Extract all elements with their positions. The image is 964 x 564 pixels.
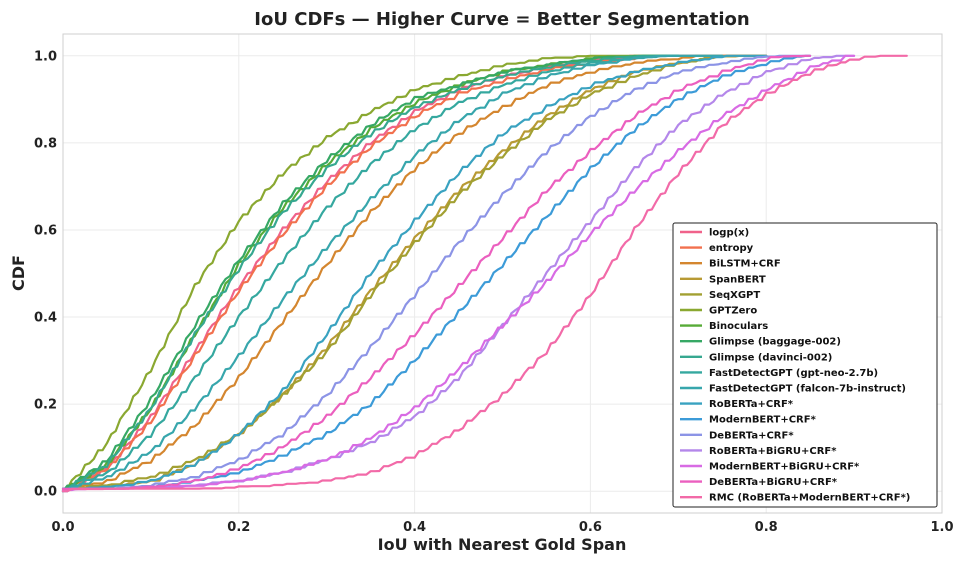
legend-entry-label: SpanBERT (709, 274, 766, 285)
legend-entry-label: FastDetectGPT (gpt-neo-2.7b) (709, 368, 878, 379)
series-line-5 (61, 54, 768, 491)
y-tick-label: 0.8 (34, 136, 57, 151)
legend-entry-label: Glimpse (baggage-002) (709, 337, 841, 348)
x-tick-label: 0.2 (227, 520, 250, 535)
legend-entry-label: entropy (709, 243, 754, 254)
legend-entry-label: Binoculars (709, 321, 768, 332)
x-tick-label: 0.4 (403, 520, 426, 535)
legend-entry-label: DeBERTa+BiGRU+CRF* (709, 477, 838, 488)
legend-entry-label: BiLSTM+CRF (709, 259, 781, 270)
legend-entry-label: GPTZero (709, 306, 757, 317)
series-line-14 (61, 54, 812, 493)
legend-entry-label: ModernBERT+CRF* (709, 415, 817, 426)
legend-entry-label: SeqXGPT (709, 290, 760, 301)
legend: logp(x) entropy BiLSTM+CRF SpanBERT SeqXGPT G… (672, 222, 938, 508)
legend-box (672, 222, 938, 508)
series-line-18 (61, 54, 908, 493)
series-lines (61, 54, 908, 493)
series-line-12 (61, 54, 768, 493)
chart-title: IoU CDFs — Higher Curve = Better Segment… (254, 9, 749, 30)
x-tick-label: 0.6 (579, 520, 602, 535)
legend-entry-label: Glimpse (davinci-002) (709, 352, 832, 363)
y-tick-label: 0.6 (34, 223, 57, 238)
y-tick-label: 0.4 (34, 311, 57, 326)
series-line-3 (61, 54, 768, 493)
series-line-9 (61, 54, 680, 491)
plot-frame (62, 33, 943, 514)
series-line-6 (61, 54, 680, 491)
legend-entry-label: RoBERTa+CRF* (709, 399, 794, 410)
tick-labels: 0.0 0.2 0.4 0.6 0.8 1.0 0.0 0.2 0.4 0.6 0.8 1.0 (34, 49, 954, 535)
legend-entry-label: ModernBERT+BiGRU+CRF* (709, 462, 860, 473)
x-tick-label: 1.0 (930, 520, 953, 535)
legend-entry-label: logp(x) (709, 228, 749, 239)
y-tick-label: 0.0 (34, 485, 57, 500)
legend-entry-label: FastDetectGPT (falcon-7b-instruct) (709, 384, 906, 395)
legend-entry-label: RoBERTa+BiGRU+CRF* (709, 446, 837, 457)
legend-entry-label: DeBERTa+CRF* (709, 430, 794, 441)
y-tick-label: 0.2 (34, 398, 57, 413)
y-tick-label: 1.0 (34, 49, 57, 64)
x-tick-label: 0.0 (51, 520, 74, 535)
x-tick-label: 0.8 (755, 520, 778, 535)
y-axis-label: CDF (9, 255, 28, 291)
series-line-17 (61, 54, 812, 490)
x-axis-label: IoU with Nearest Gold Span (378, 535, 627, 554)
series-line-11 (61, 54, 724, 493)
series-line-16 (61, 54, 856, 492)
series-line-8 (61, 54, 680, 493)
legend-entry-label: RMC (RoBERTa+ModernBERT+CRF*) (709, 493, 910, 504)
series-line-10 (61, 54, 724, 492)
